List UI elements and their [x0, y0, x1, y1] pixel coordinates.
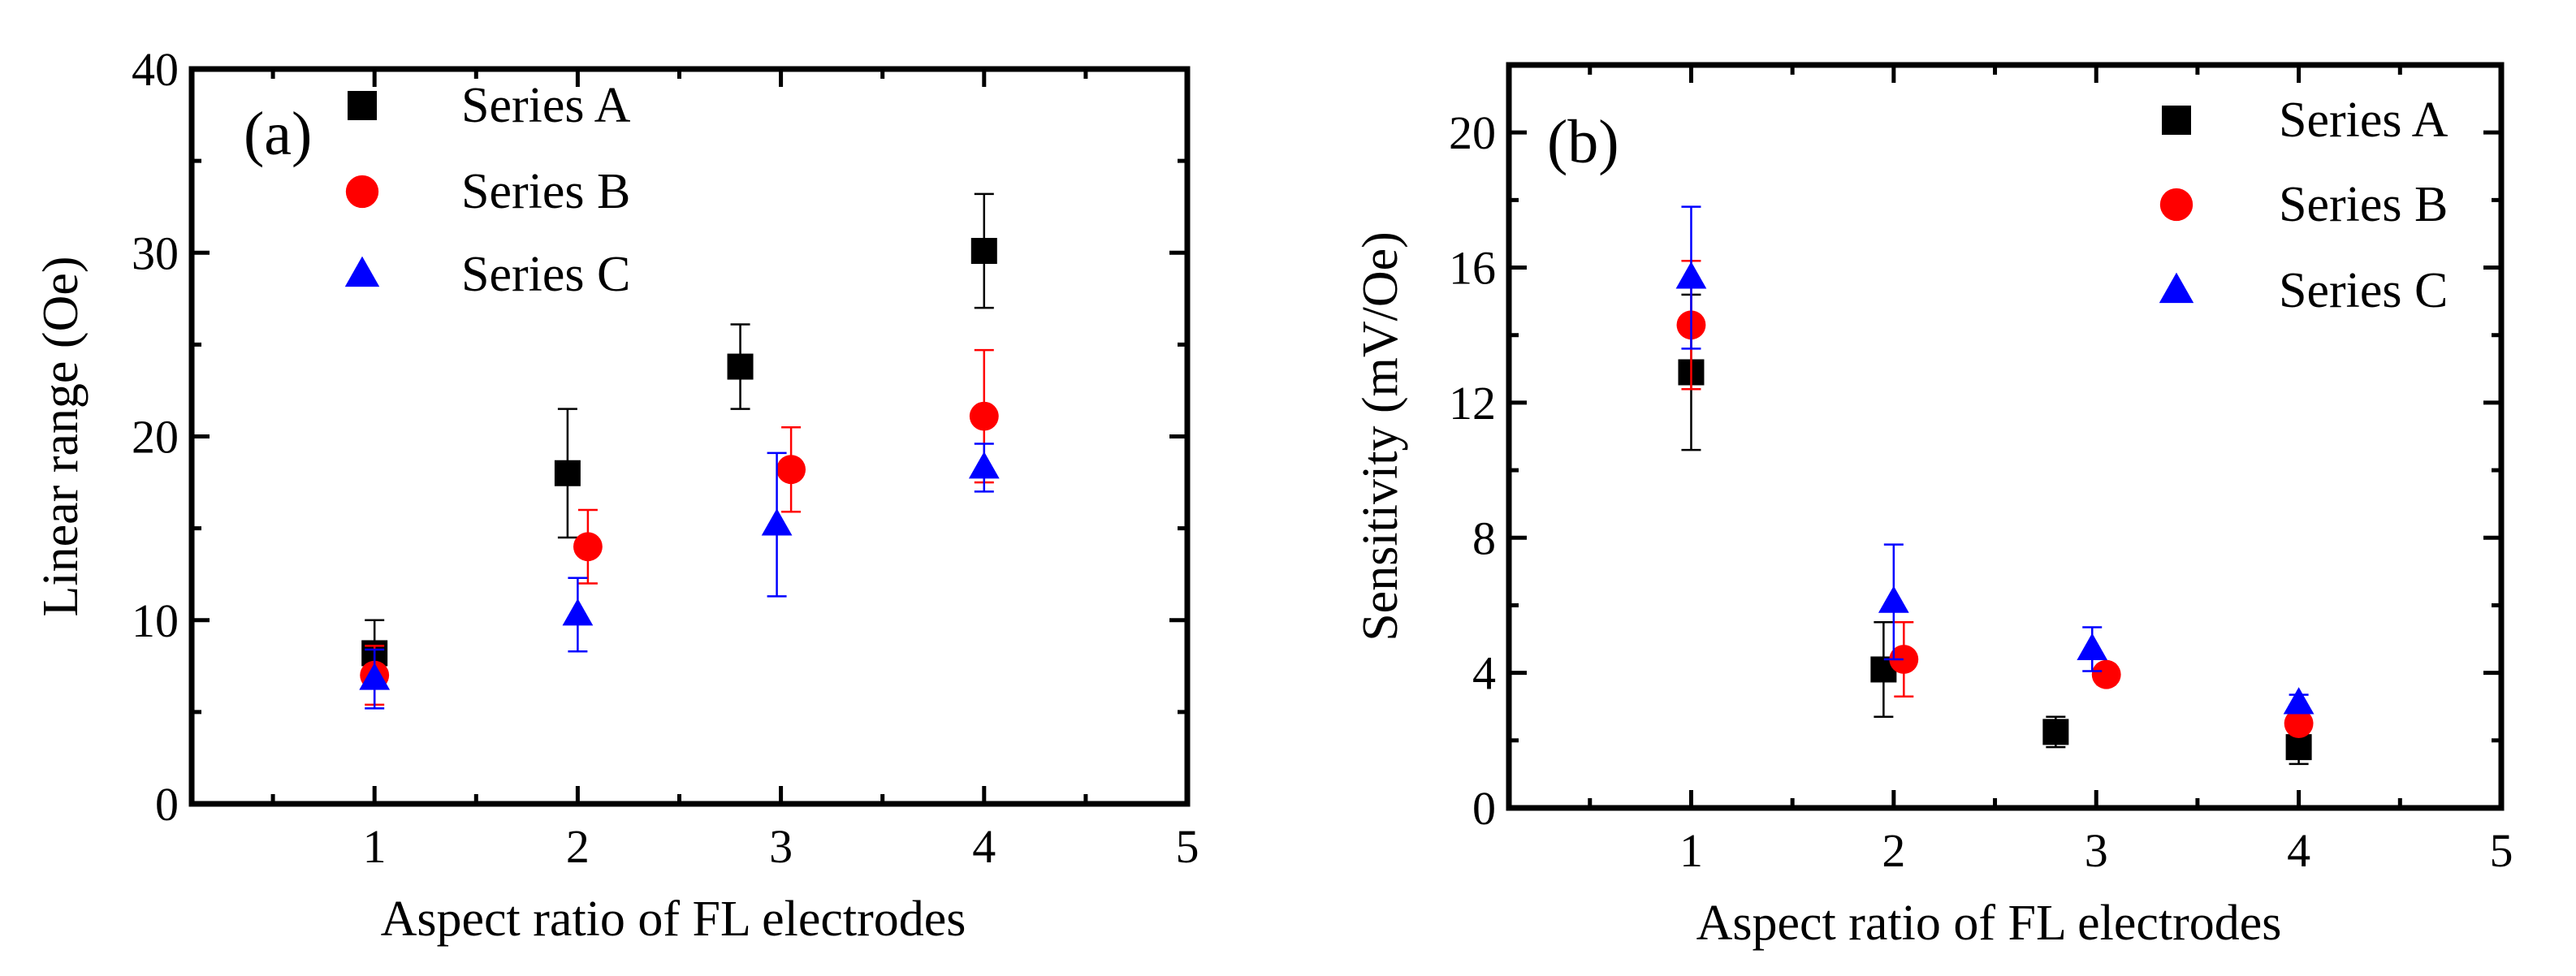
- data-point: [562, 598, 594, 626]
- series-series-a: [361, 192, 997, 688]
- series-series-c: [359, 443, 1000, 710]
- y-tick-label: 20: [132, 411, 179, 464]
- legend-label: Series A: [461, 78, 631, 133]
- data-point: [969, 401, 999, 431]
- y-tick-label: 40: [132, 43, 179, 96]
- legend-marker: [344, 256, 380, 287]
- series-series-a: [1678, 293, 2312, 766]
- x-tick-label: 1: [363, 820, 387, 873]
- y-tick-label: 0: [155, 778, 179, 831]
- plot-frame: [1506, 62, 2505, 811]
- y-tick-label: 16: [1449, 242, 1496, 295]
- data-point: [1675, 261, 1707, 289]
- x-tick-label: 3: [769, 820, 793, 873]
- x-tick-label: 1: [1679, 824, 1703, 877]
- y-tick-label: 4: [1472, 647, 1496, 700]
- legend-marker: [2159, 188, 2193, 222]
- data-point: [2285, 734, 2312, 761]
- data-point: [761, 508, 793, 536]
- data-point: [727, 353, 754, 380]
- data-point: [1878, 585, 1909, 613]
- legend-label: Series C: [461, 247, 630, 302]
- y-axis-label: Linear range (Oe): [33, 256, 89, 616]
- data-point: [573, 532, 603, 562]
- data-point: [2284, 709, 2314, 738]
- series-series-c: [1675, 205, 2315, 715]
- data-point: [2042, 719, 2069, 745]
- data-point: [2077, 633, 2108, 660]
- legend: Series A Series B Series C: [344, 78, 631, 302]
- x-axis-label: Aspect ratio of FL electrodes: [1696, 896, 2282, 951]
- series-series-b: [360, 348, 999, 706]
- y-tick-label: 0: [1472, 782, 1496, 835]
- y-tick-label: 30: [132, 227, 179, 279]
- data-point: [359, 663, 391, 690]
- y-tick-label: 20: [1449, 106, 1496, 159]
- x-tick-label: 5: [2490, 824, 2513, 877]
- panel-label: (b): [1547, 108, 1619, 176]
- y-tick-label: 12: [1449, 377, 1496, 430]
- data-point: [1889, 645, 1919, 674]
- data-point: [968, 451, 1000, 479]
- plot-frame: [188, 66, 1191, 807]
- x-tick-label: 4: [2287, 824, 2310, 877]
- x-tick-label: 3: [2085, 824, 2108, 877]
- legend-label: Series B: [2279, 177, 2448, 232]
- legend: Series A Series B Series C: [2159, 93, 2448, 318]
- legend-label: Series B: [461, 164, 630, 219]
- legend-label: Series A: [2279, 93, 2448, 148]
- data-point: [2091, 659, 2121, 689]
- series-series-b: [1676, 259, 2314, 738]
- legend-marker: [348, 91, 377, 120]
- data-point: [554, 460, 581, 486]
- legend-label: Series C: [2279, 263, 2448, 318]
- y-tick-label: 10: [132, 594, 179, 647]
- x-tick-label: 4: [972, 820, 996, 873]
- legend-marker: [345, 175, 379, 209]
- panel-label: (a): [244, 100, 312, 168]
- data-point: [776, 455, 806, 485]
- x-tick-label: 2: [1882, 824, 1905, 877]
- legend-marker: [2162, 106, 2191, 135]
- legend-marker: [2159, 272, 2194, 304]
- x-tick-label: 5: [1176, 820, 1199, 873]
- y-tick-label: 8: [1472, 512, 1496, 564]
- chart-a: 1 2 3 4 5 0 10 20 30 40 Aspect ratio of FL electro…: [33, 43, 1199, 947]
- y-axis-label: Sensitivity (mV/Oe): [1353, 231, 1408, 641]
- x-tick-label: 2: [566, 820, 590, 873]
- data-point: [2283, 687, 2315, 715]
- data-point: [970, 237, 997, 264]
- x-axis-label: Aspect ratio of FL electrodes: [381, 892, 966, 947]
